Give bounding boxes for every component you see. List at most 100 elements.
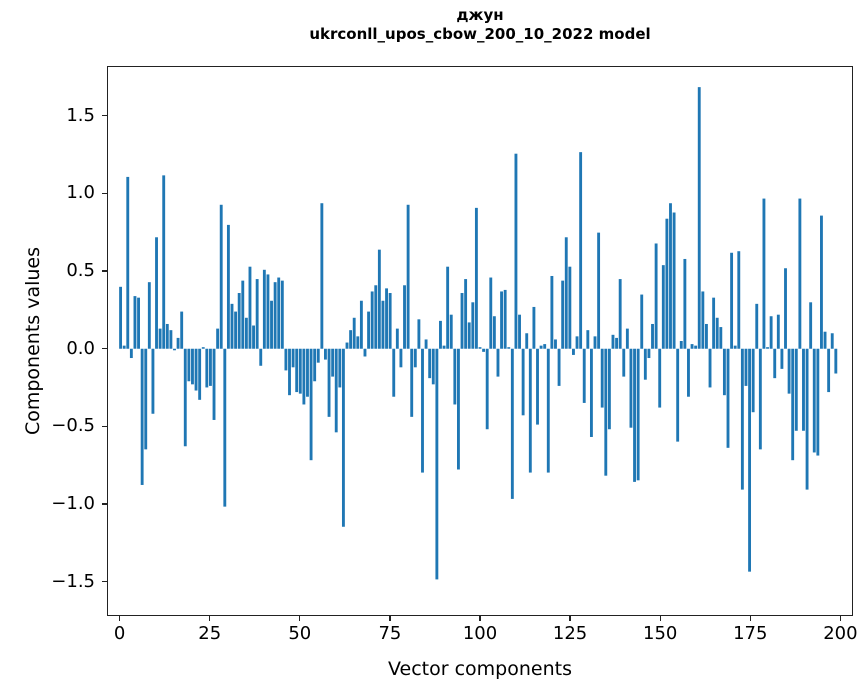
bar xyxy=(212,348,216,420)
bar xyxy=(359,300,363,349)
x-tick-label: 25 xyxy=(198,623,222,644)
bar xyxy=(381,300,385,349)
x-tick-label: 0 xyxy=(113,623,126,644)
bar xyxy=(582,348,586,403)
bar xyxy=(633,348,636,482)
bar xyxy=(151,348,155,414)
bar xyxy=(248,266,252,349)
bar xyxy=(464,279,468,349)
bar xyxy=(636,348,640,481)
bar xyxy=(618,279,622,349)
bar xyxy=(349,330,353,349)
y-tick-label: −1.5 xyxy=(51,570,95,592)
bar xyxy=(755,303,759,349)
bar xyxy=(309,348,313,461)
bar xyxy=(406,204,410,349)
y-tick-label: 0.0 xyxy=(66,337,95,359)
bar xyxy=(137,297,140,349)
bar xyxy=(194,348,198,391)
x-tick-label: 200 xyxy=(823,623,858,644)
plot-area xyxy=(107,66,853,616)
bar xyxy=(758,348,762,450)
bar xyxy=(363,348,367,357)
bar xyxy=(715,317,719,349)
bar xyxy=(780,348,784,369)
bar xyxy=(356,336,360,349)
bar xyxy=(270,300,273,349)
y-tick-label: −1.0 xyxy=(51,493,95,515)
y-tick-label: −0.5 xyxy=(51,415,95,437)
bar xyxy=(561,280,565,349)
bar xyxy=(183,348,187,447)
bar xyxy=(334,348,338,433)
bar xyxy=(690,344,694,349)
bar xyxy=(622,348,626,377)
bar xyxy=(802,348,805,431)
bar xyxy=(474,207,478,349)
bar xyxy=(478,347,482,349)
bar xyxy=(492,316,496,349)
bar xyxy=(654,243,658,349)
bar xyxy=(230,303,234,349)
bar xyxy=(338,348,342,388)
bar xyxy=(665,218,669,349)
bar xyxy=(719,327,723,349)
bar xyxy=(740,348,744,490)
bar xyxy=(119,286,123,349)
bar xyxy=(597,232,601,349)
y-axis-label: Components values xyxy=(22,246,44,436)
bar xyxy=(510,348,514,499)
bar xyxy=(176,337,180,349)
bar xyxy=(352,317,356,349)
bar xyxy=(417,319,421,349)
bar xyxy=(751,348,755,413)
bar xyxy=(733,345,737,349)
bar xyxy=(669,203,672,349)
bar xyxy=(399,348,403,368)
y-tick-mark xyxy=(102,503,107,505)
bar xyxy=(521,348,525,416)
bar xyxy=(827,348,831,393)
bar xyxy=(625,328,629,349)
chart-title-line-2: ukrconll_upos_cbow_200_10_2022 model xyxy=(309,25,651,43)
x-axis-label: Vector components xyxy=(388,658,572,680)
bar xyxy=(453,348,457,405)
bar xyxy=(575,336,579,349)
bar xyxy=(367,311,371,349)
bar xyxy=(568,266,572,349)
bar xyxy=(697,87,701,349)
bar xyxy=(586,330,590,349)
bar xyxy=(816,348,820,456)
bar xyxy=(320,203,324,349)
bar xyxy=(704,323,708,349)
bar xyxy=(744,348,748,386)
bar xyxy=(201,347,205,349)
bar xyxy=(812,348,816,453)
bar xyxy=(791,348,795,461)
y-tick-mark xyxy=(102,348,107,350)
bar xyxy=(672,212,676,349)
y-tick-mark xyxy=(102,192,107,195)
y-tick-mark xyxy=(102,270,107,272)
x-tick-mark xyxy=(299,616,301,621)
bar xyxy=(431,348,435,385)
y-tick-mark xyxy=(102,581,107,583)
x-tick-label: 175 xyxy=(733,623,768,644)
y-tick-label: 1.5 xyxy=(66,104,95,126)
bar xyxy=(787,348,791,394)
bar xyxy=(162,175,166,349)
bar xyxy=(273,282,277,349)
bar xyxy=(331,348,335,377)
bar xyxy=(266,274,270,349)
bar xyxy=(543,344,547,349)
bar xyxy=(237,293,241,349)
bar xyxy=(611,334,615,349)
bar xyxy=(306,348,309,397)
bar xyxy=(687,348,690,397)
x-tick-label: 150 xyxy=(643,623,678,644)
bar xyxy=(712,297,716,349)
bar xyxy=(658,348,662,408)
x-tick-label: 50 xyxy=(288,623,312,644)
bar xyxy=(205,348,209,388)
bar xyxy=(629,348,633,428)
